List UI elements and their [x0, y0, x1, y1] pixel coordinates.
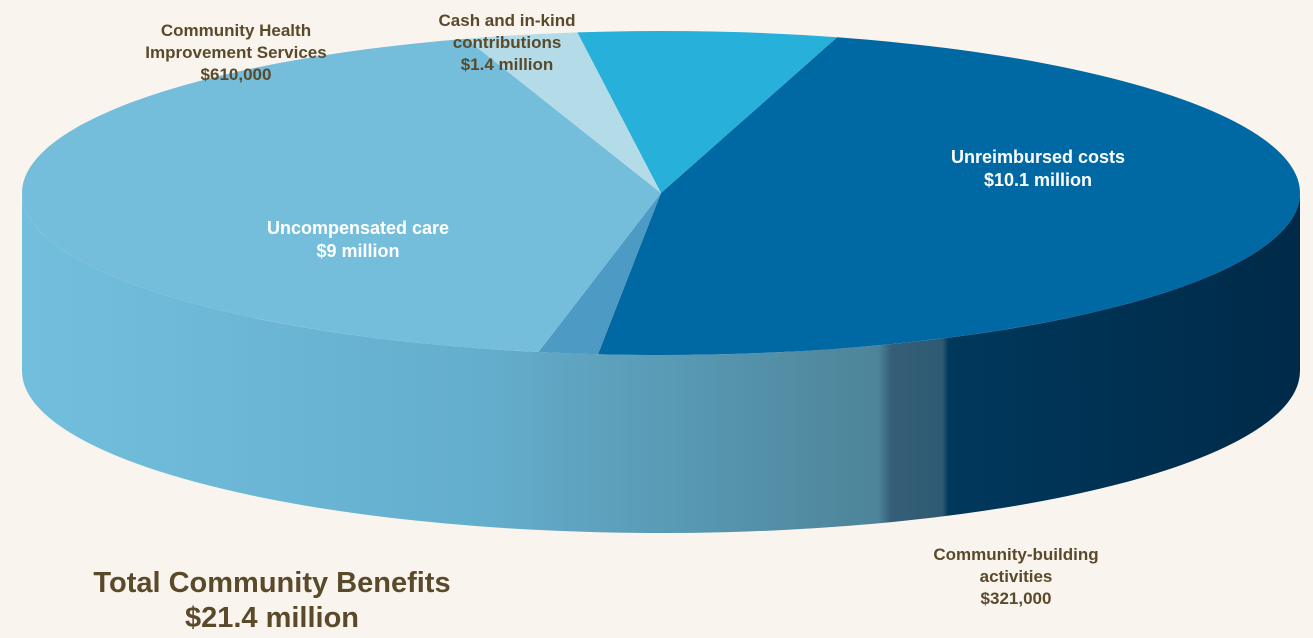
pie-slice-uncompensated: [21, 38, 662, 352]
label-community-health: Community Health Improvement Services $6…: [145, 21, 327, 84]
label-cash-in-kind: Cash and in-kind contributions $1.4 mill…: [438, 11, 576, 74]
total-benefits: Total Community Benefits $21.4 million: [93, 567, 451, 634]
label-unreimbursed: Unreimbursed costs $10.1 million: [950, 147, 1126, 190]
pie-slice-community-health: [466, 32, 661, 194]
pie-slice-cash-in-kind: [577, 30, 838, 193]
pie-slice-community-building: [538, 193, 661, 355]
label-uncompensated: Uncompensated care $9 million: [266, 218, 450, 261]
pie-side-wall: [22, 193, 1300, 533]
label-community-building: Community-building activities $321,000: [933, 545, 1099, 608]
pie-slice-unreimbursed: [597, 37, 1301, 356]
